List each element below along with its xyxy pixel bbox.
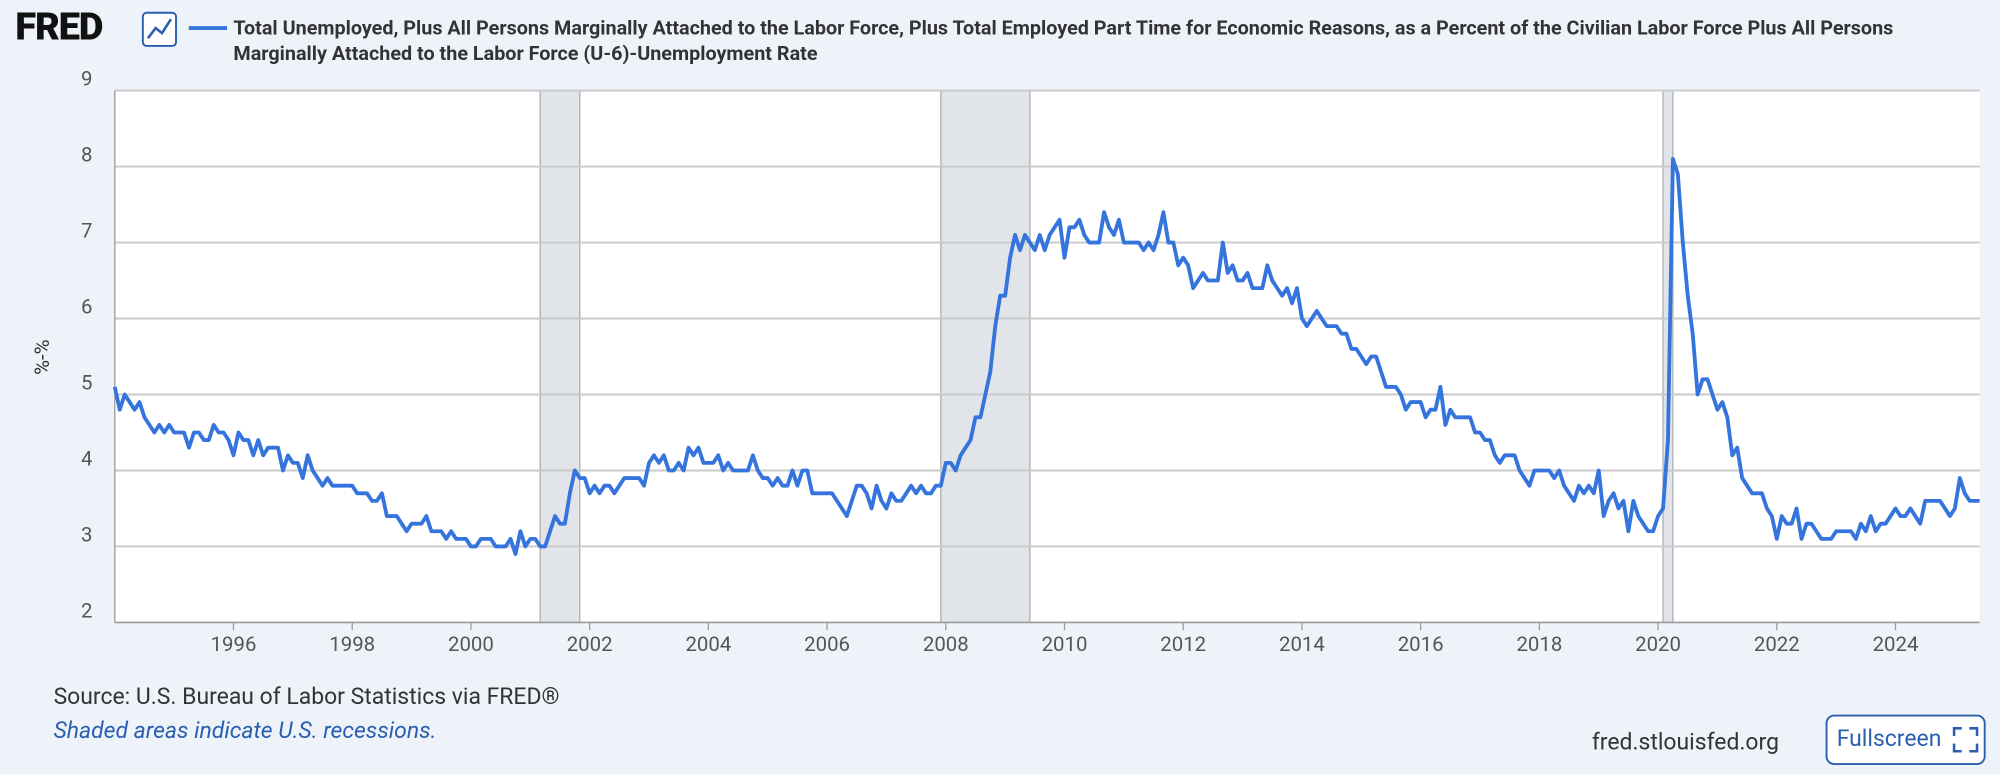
plot-area (114, 90, 1980, 623)
data-line (112, 157, 1980, 556)
x-tick-label: 1996 (211, 632, 257, 656)
note: Shaded areas indicate U.S. recessions. (54, 717, 437, 744)
y-tick-label: 6 (81, 295, 92, 319)
x-tick-label: 2006 (804, 632, 850, 656)
y-tick-label: 3 (81, 523, 92, 547)
x-tick-label: 2000 (448, 632, 494, 656)
x-tick-label: 1998 (329, 632, 375, 656)
site-url: fred.stlouisfed.org (1592, 729, 1779, 756)
y-tick-label: 8 (81, 143, 92, 167)
logo-icon-line (146, 18, 172, 40)
button-icon[interactable] (1952, 727, 1979, 753)
y-tick-label: 2 (81, 599, 92, 623)
y-axis-label: %-% (30, 339, 54, 375)
fullscreen-button[interactable]: Fullscreen (1825, 714, 1986, 765)
recession-band (940, 89, 1031, 624)
button-box[interactable] (1825, 714, 1986, 765)
x-tick-label: 2012 (1160, 632, 1206, 656)
x-tick-label: 2018 (1516, 632, 1562, 656)
x-tick-label: 2008 (923, 632, 969, 656)
x-tick-label: 2024 (1873, 632, 1919, 656)
y-tick-label: 5 (81, 371, 92, 395)
y-tick-label: 4 (81, 447, 92, 471)
y-tick-label: 7 (81, 219, 92, 243)
x-tick-label: 2020 (1635, 632, 1681, 656)
logo-icon (141, 11, 177, 47)
button-label[interactable]: Fullscreen (1837, 725, 1942, 752)
source: Source: U.S. Bureau of Labor Statistics … (54, 683, 560, 710)
x-tick-label: 2004 (685, 632, 731, 656)
x-tick-label: 2002 (567, 632, 613, 656)
x-tick-label: 2022 (1754, 632, 1800, 656)
chart-title: Total Unemployed, Plus All Persons Margi… (233, 16, 1894, 66)
x-tick-label: 2016 (1398, 632, 1444, 656)
x-tick-label: 2010 (1042, 632, 1088, 656)
logo: FRED (15, 5, 103, 50)
x-tick-label: 2014 (1279, 632, 1325, 656)
y-tick-label: 9 (81, 67, 92, 91)
